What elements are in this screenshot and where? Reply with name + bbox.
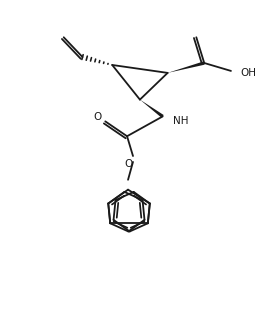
Text: OH: OH	[241, 68, 257, 78]
Text: O: O	[124, 159, 132, 169]
Polygon shape	[140, 100, 164, 118]
Text: O: O	[93, 112, 101, 122]
Text: NH: NH	[173, 116, 188, 126]
Polygon shape	[168, 61, 205, 73]
